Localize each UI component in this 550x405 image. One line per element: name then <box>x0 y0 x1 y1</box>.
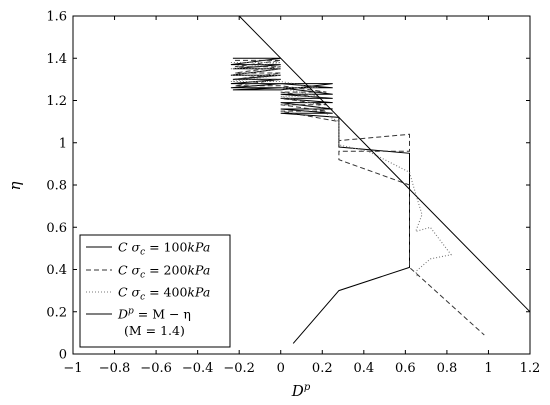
legend: C σc = 100kPa C σc = 200kPa C σc = 400kPa D… <box>79 234 231 348</box>
x-axis-label: Dp <box>291 382 311 400</box>
x-tick-label: 0.8 <box>437 361 458 376</box>
series-line-4 <box>238 16 530 313</box>
legend-label-1: C σc = 100kPa <box>118 240 210 258</box>
y-tick-label: 0.2 <box>46 305 67 320</box>
series-line-1 <box>230 57 410 344</box>
x-axis-label-sup: p <box>304 382 311 393</box>
y-tick-label: 1.6 <box>46 10 67 25</box>
legend-note: (M = 1.4) <box>124 323 185 338</box>
y-tick-label: 1.4 <box>46 52 67 67</box>
x-tick-label: −0.6 <box>140 361 172 376</box>
series-line-3 <box>230 61 453 279</box>
ticks-layer: −1 −0.8 −0.6 −0.4 −0.2 0 0.2 0.4 0.6 0.8 1 1.2 0 0.2 0… <box>46 10 540 377</box>
legend-label-3: C σc = 400kPa <box>118 285 210 303</box>
series-layer <box>230 16 530 344</box>
series-line-2 <box>234 59 485 336</box>
x-tick-label: −0.8 <box>99 361 131 376</box>
x-tick-label: 0.4 <box>353 361 374 376</box>
x-tick-label: 1.2 <box>520 361 541 376</box>
y-tick-label: 0 <box>59 348 67 363</box>
legend-box <box>79 234 231 348</box>
y-tick-label: 1.2 <box>46 94 67 109</box>
y-tick-label: 0.6 <box>46 221 67 236</box>
x-tick-label: 0.6 <box>395 361 416 376</box>
x-tick-label: −0.4 <box>182 361 214 376</box>
x-tick-label: 0 <box>277 361 285 376</box>
x-tick-label: −1 <box>63 361 82 376</box>
y-tick-label: 0.8 <box>46 179 67 194</box>
x-tick-label: −0.2 <box>223 361 255 376</box>
x-tick-label: 1 <box>484 361 492 376</box>
y-axis-label: η <box>6 182 24 191</box>
y-tick-label: 0.4 <box>46 263 67 278</box>
legend-label-4: Dp = M − η <box>117 307 191 322</box>
legend-label-2: C σc = 200kPa <box>118 263 210 281</box>
y-tick-label: 1 <box>59 136 67 151</box>
x-tick-label: 0.2 <box>312 361 333 376</box>
